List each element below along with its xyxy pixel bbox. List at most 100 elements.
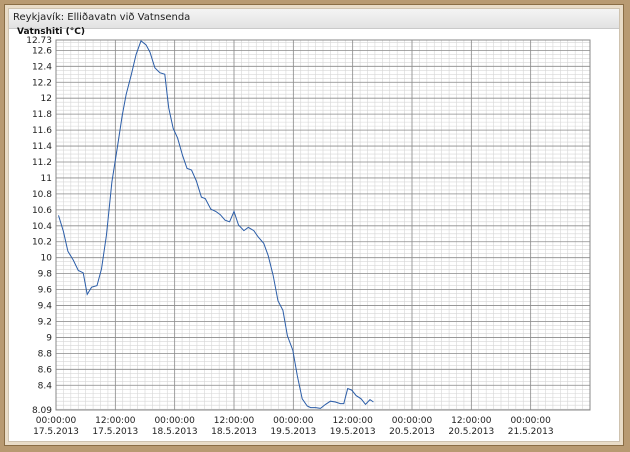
x-tick-time-label: 12:00:00 — [95, 416, 136, 426]
series-point — [263, 243, 264, 244]
y-tick-label: 11.2 — [32, 158, 52, 168]
series-point — [325, 404, 326, 405]
series-point — [173, 128, 174, 129]
x-axis-tick-labels: 00:00:0017.5.201312:00:0017.5.201300:00:… — [33, 416, 553, 437]
x-tick-time-label: 00:00:00 — [154, 416, 195, 426]
x-tick-date-label: 17.5.2013 — [33, 427, 79, 437]
y-tick-label: 9.6 — [38, 286, 53, 296]
y-tick-label: 12.2 — [32, 78, 52, 88]
series-point — [307, 405, 308, 406]
series-point — [145, 44, 146, 45]
plot-area-border — [55, 39, 591, 411]
y-tick-label: 10.4 — [32, 222, 52, 232]
series-point — [320, 408, 321, 409]
y-tick-label: 12 — [41, 94, 52, 104]
x-tick-date-label: 18.5.2013 — [152, 427, 198, 437]
series-point — [268, 255, 269, 256]
series-point — [83, 272, 84, 273]
series-point — [67, 251, 68, 252]
x-tick-time-label: 12:00:00 — [332, 416, 373, 426]
series-point — [87, 294, 88, 295]
y-tick-label: 10.8 — [32, 190, 52, 200]
x-tick-time-label: 00:00:00 — [273, 416, 314, 426]
series-point — [149, 51, 150, 52]
x-tick-date-label: 19.5.2013 — [270, 427, 316, 437]
series-point — [131, 74, 132, 75]
series-point — [136, 54, 137, 55]
series-point — [91, 287, 92, 288]
series-point — [347, 388, 348, 389]
x-tick-time-label: 00:00:00 — [36, 416, 77, 426]
series-point — [343, 403, 344, 404]
minor-grid — [55, 40, 591, 410]
series-point — [253, 230, 254, 231]
y-tick-label: 12.4 — [32, 62, 52, 72]
series-point — [225, 220, 226, 221]
series-point — [78, 270, 79, 271]
x-tick-time-label: 12:00:00 — [214, 416, 255, 426]
series-point — [126, 94, 127, 95]
series-point — [220, 214, 221, 215]
series-point — [182, 155, 183, 156]
series-point — [243, 230, 244, 231]
series-point — [351, 389, 352, 390]
y-tick-label: 11.8 — [32, 110, 52, 120]
series-point — [272, 275, 273, 276]
series-point — [154, 67, 155, 68]
series-point — [233, 211, 234, 212]
series-point — [140, 40, 141, 41]
y-tick-label: 8.8 — [38, 349, 53, 359]
y-tick-label: 11 — [41, 174, 52, 184]
series-point — [356, 395, 357, 396]
x-tick-date-label: 18.5.2013 — [211, 427, 257, 437]
series-point — [196, 181, 197, 182]
series-point — [258, 236, 259, 237]
series-line — [58, 39, 374, 409]
series-point — [58, 215, 59, 216]
series-point — [159, 72, 160, 73]
y-tick-label: 10.2 — [32, 238, 52, 248]
series-point — [340, 403, 341, 404]
series-point — [287, 335, 288, 336]
series-point — [373, 401, 374, 402]
series-point — [365, 404, 366, 405]
series-point — [96, 285, 97, 286]
y-tick-label: 10 — [41, 254, 53, 264]
x-tick-date-label: 21.5.2013 — [508, 427, 554, 437]
series-point — [164, 74, 165, 75]
series-point — [238, 224, 239, 225]
y-tick-label: 10.6 — [32, 206, 52, 216]
series-point — [310, 407, 311, 408]
y-tick-label: 12.6 — [32, 46, 52, 56]
y-tick-label: 9.4 — [38, 302, 53, 312]
x-tick-date-label: 17.5.2013 — [92, 427, 138, 437]
x-tick-date-label: 20.5.2013 — [448, 427, 494, 437]
y-tick-label: 9 — [46, 333, 52, 343]
series-point — [191, 169, 192, 170]
series-point — [117, 144, 118, 145]
series-point — [63, 231, 64, 232]
series-point — [168, 107, 169, 108]
series-point — [73, 259, 74, 260]
x-tick-date-label: 20.5.2013 — [389, 427, 435, 437]
series-point — [122, 114, 123, 115]
x-tick-date-label: 19.5.2013 — [330, 427, 376, 437]
y-tick-label: 8.4 — [38, 381, 53, 391]
x-tick-time-label: 00:00:00 — [510, 416, 551, 426]
series-point — [205, 198, 206, 199]
series-point — [302, 398, 303, 399]
series-point — [186, 168, 187, 169]
series-point — [360, 398, 361, 399]
y-tick-label: 11.6 — [32, 126, 52, 136]
series-point — [229, 221, 230, 222]
chart-title: Reykjavík: Elliðavatn við Vatnsenda — [13, 12, 191, 23]
series-point — [215, 211, 216, 212]
y-tick-label: 8.6 — [38, 365, 53, 375]
series-point — [315, 407, 316, 408]
series-point — [106, 235, 107, 236]
series-point — [292, 350, 293, 351]
y-tick-label: 11.4 — [32, 142, 52, 152]
x-tick-time-label: 12:00:00 — [451, 416, 492, 426]
